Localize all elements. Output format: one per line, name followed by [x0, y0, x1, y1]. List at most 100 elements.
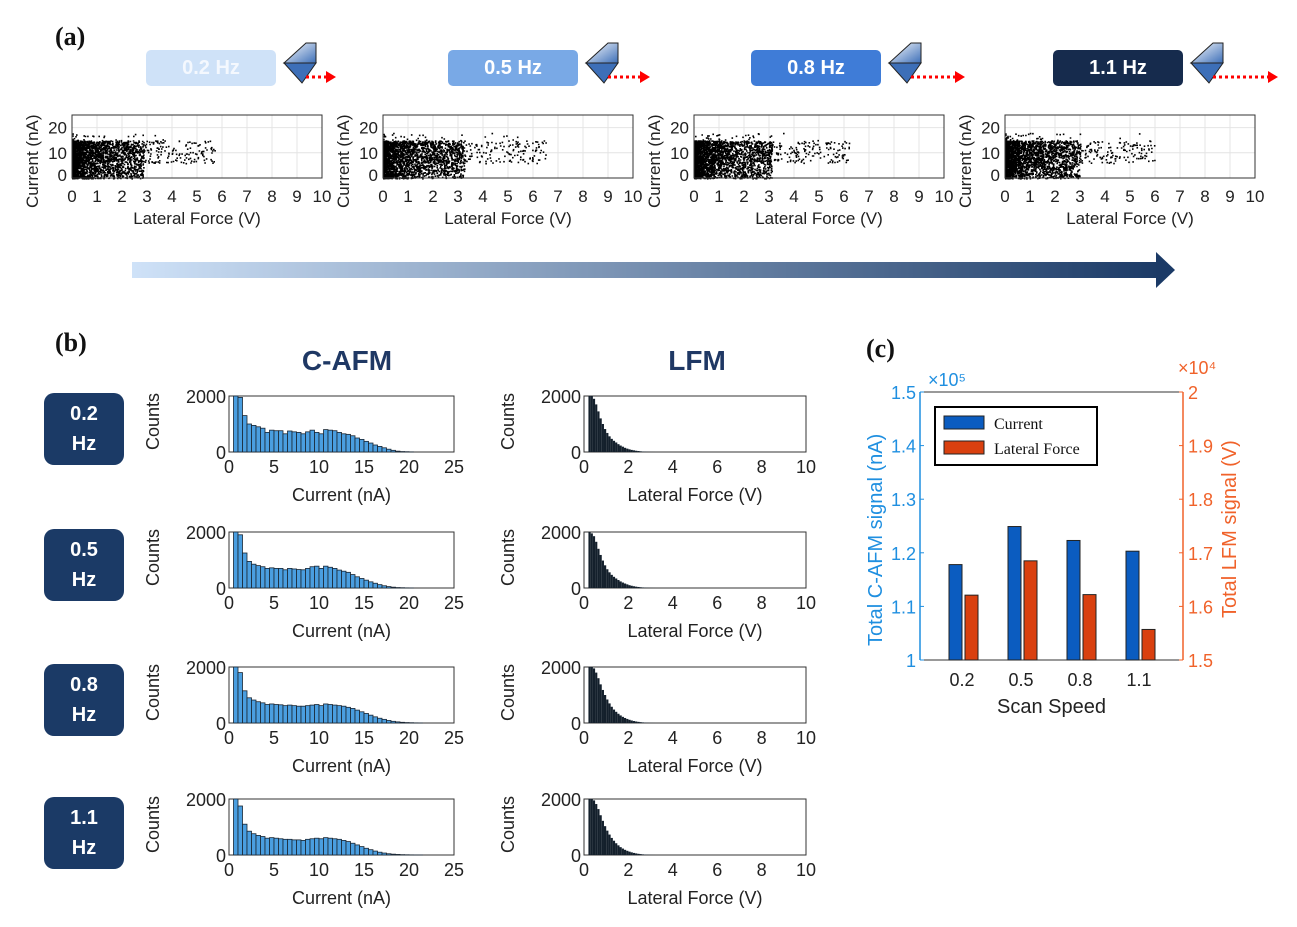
y-axis-label: Counts: [143, 796, 163, 853]
x-tick-label: 0: [579, 593, 589, 613]
y-tick-label: 2000: [186, 523, 226, 543]
histogram-bar: [345, 433, 351, 453]
histogram-bar: [332, 430, 338, 453]
histogram-bar: [621, 582, 624, 588]
y-axis-label: Current (nA): [23, 114, 42, 208]
x-axis-label: Current (nA): [292, 621, 391, 641]
histogram-bar: [612, 440, 616, 452]
histogram-bar: [623, 717, 627, 723]
histogram-bar: [327, 837, 333, 856]
y-tick-label: 10: [48, 144, 67, 163]
histogram-bar: [612, 709, 616, 723]
x-tick-label: 15: [354, 457, 374, 477]
histogram-bar: [323, 703, 329, 724]
histogram-bar: [628, 851, 631, 855]
histogram-bar: [273, 837, 279, 856]
histogram-bar: [323, 565, 329, 589]
histogram-LFM-0: 0 2 4 6 8 10 0 2000 Lateral Force (V) Counts: [498, 387, 816, 505]
histogram-bar: [273, 568, 279, 589]
histogram-bar: [287, 430, 293, 453]
histogram-bar: [639, 451, 642, 452]
histogram-bar: [381, 852, 387, 856]
histogram-bar: [255, 426, 261, 453]
histogram-bar: [641, 587, 644, 588]
histogram-bar: [637, 721, 640, 723]
histogram-bar: [606, 432, 609, 452]
x-tick-label: 15: [354, 593, 374, 613]
histogram-bar: [318, 568, 324, 589]
scatter-points: [1005, 132, 1156, 180]
histogram-bar: [630, 852, 633, 855]
histogram-bar: [595, 804, 598, 855]
tip-lower: [887, 62, 922, 84]
histogram-bar: [372, 850, 378, 856]
histogram-C-AFM-3: 0 5 10 15 20 25 0 2000 Current (nA) Counts: [143, 790, 464, 908]
x-tick-label: 0.8: [1067, 670, 1092, 690]
histogram-bar: [300, 705, 306, 724]
histogram-bar: [615, 578, 618, 588]
panel-label-b: (b): [55, 328, 87, 357]
histogram-bar: [305, 431, 311, 453]
x-tick-label: 20: [399, 728, 419, 748]
histogram-bar: [590, 396, 593, 452]
histogram-bar: [617, 580, 620, 588]
plot-frame: [583, 395, 807, 453]
histogram-bar: [603, 565, 607, 588]
legend-label: Current: [994, 416, 1043, 433]
bar-lateral-force: [1082, 594, 1097, 661]
x-tick-label: 2: [623, 728, 633, 748]
left-tick-label: 1.2: [891, 544, 916, 564]
histogram-bar: [399, 721, 405, 724]
histogram-bar: [327, 566, 333, 589]
y-axis-label: Counts: [498, 529, 518, 586]
histogram-bar: [617, 444, 620, 452]
x-tick-label: 25: [444, 593, 464, 613]
y-axis-label: Current (nA): [334, 114, 353, 208]
histogram-bar: [255, 701, 261, 724]
histogram-bar: [381, 718, 387, 724]
histogram-bar: [278, 430, 284, 453]
histogram-bar: [599, 815, 602, 855]
y-tick-label: 10: [981, 144, 1000, 163]
histogram-bar: [610, 706, 613, 723]
y-tick-label: 0: [369, 166, 378, 185]
x-tick-label: 8: [889, 187, 898, 206]
histogram-bar: [359, 711, 365, 724]
x-tick-label: 5: [269, 728, 279, 748]
tip-upper: [282, 42, 317, 64]
histogram-bar: [368, 581, 374, 589]
x-axis-label: Lateral Force (V): [133, 209, 261, 228]
histogram-bar: [291, 568, 297, 589]
x-axis-label: Lateral Force (V): [627, 888, 762, 908]
histogram-bar: [395, 450, 401, 453]
histogram-bar: [592, 668, 596, 723]
panel-label-a: (a): [55, 22, 86, 51]
x-tick-label: 10: [309, 593, 329, 613]
left-axis-label: Total C-AFM signal (nA): [865, 434, 887, 646]
histogram-bar: [359, 578, 365, 589]
histogram-bar: [628, 719, 631, 723]
histogram-bar: [309, 429, 315, 453]
histogram-bar: [628, 449, 631, 452]
histogram-bar: [282, 569, 288, 589]
histogram-bar: [264, 431, 270, 453]
histogram-bar: [345, 706, 351, 724]
histogram-bar: [300, 840, 306, 856]
histogram-bar: [327, 429, 333, 453]
histogram-bar: [635, 450, 638, 452]
x-tick-label: 2: [739, 187, 748, 206]
y-axis-label: Counts: [143, 393, 163, 450]
histogram-LFM-3: 0 2 4 6 8 10 0 2000 Lateral Force (V) Counts: [498, 790, 816, 908]
y-tick-label: 20: [48, 119, 67, 138]
x-tick-label: 10: [309, 728, 329, 748]
histogram-bar: [332, 838, 338, 856]
y-tick-label: 0: [680, 166, 689, 185]
histogram-bar: [314, 837, 320, 856]
histogram-bar: [381, 585, 387, 589]
histogram-bar: [296, 569, 302, 589]
histogram-bar: [377, 717, 383, 724]
histogram-bar: [368, 849, 374, 856]
x-axis-label: Current (nA): [292, 888, 391, 908]
